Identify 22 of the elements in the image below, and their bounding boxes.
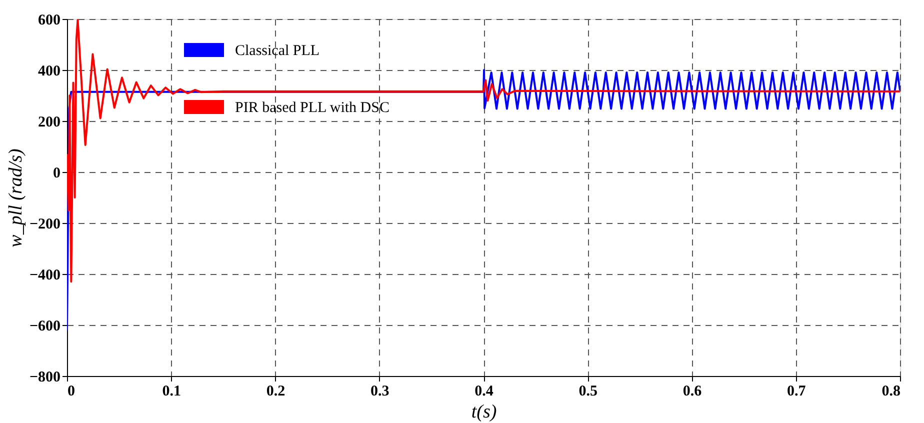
y-tick-label: 0 (53, 166, 60, 182)
x-axis-title: t(s) (471, 402, 497, 422)
legend-label: PIR based PLL with DSC (235, 100, 390, 116)
y-tick-label: 600 (38, 12, 60, 28)
y-tick-label: −800 (29, 370, 60, 386)
y-tick-label: 200 (38, 114, 60, 130)
y-axis-title: w_pll (rad/s) (5, 148, 26, 248)
y-tick-label: −200 (29, 216, 60, 232)
x-tick-label: 0.8 (882, 384, 900, 400)
x-tick-label: 0 (68, 384, 75, 400)
y-tick-label: −400 (29, 268, 60, 284)
x-tick-label: 0.2 (266, 384, 286, 400)
x-tick-label: 0.7 (787, 384, 806, 400)
x-tick-label: 0.5 (578, 384, 598, 400)
x-tick-label: 0.3 (370, 384, 390, 400)
x-tick-label: 0.1 (162, 384, 181, 400)
y-tick-label: −600 (29, 318, 60, 334)
x-tick-label: 0.6 (682, 384, 702, 400)
x-tick-label: 0.4 (474, 384, 494, 400)
line-series (67, 69, 900, 332)
y-tick-label: 400 (38, 64, 60, 80)
legend-label: Classical PLL (235, 43, 320, 59)
